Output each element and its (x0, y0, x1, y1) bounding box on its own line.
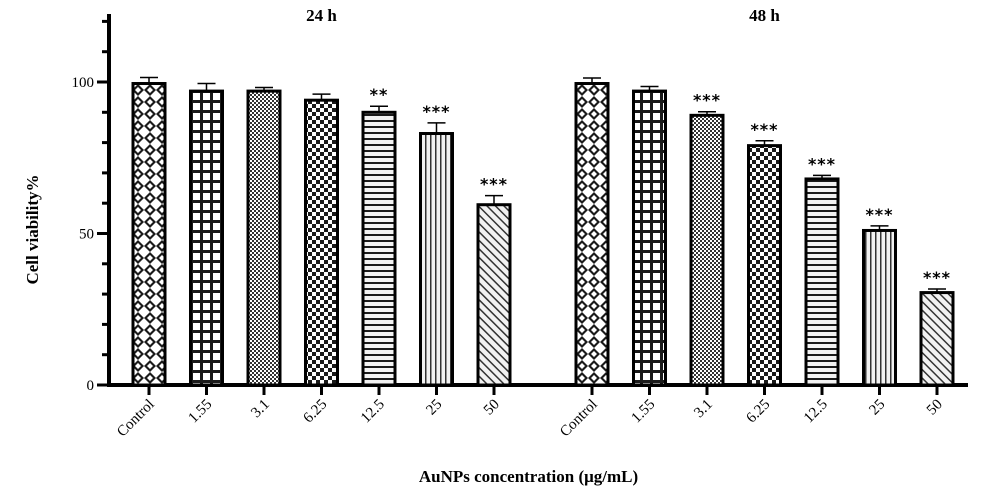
x-tick-label: 25 (423, 397, 445, 419)
bar (862, 228, 897, 387)
bar (419, 132, 454, 387)
x-tick-label: 25 (866, 397, 888, 419)
x-tick-label: Control (114, 397, 158, 441)
bar (804, 177, 840, 387)
y-axis-title: Cell viability% (23, 174, 42, 284)
x-tick-label: 3.1 (248, 397, 273, 422)
bar (689, 113, 725, 387)
bar (189, 89, 224, 387)
bar (747, 144, 782, 387)
y-tick-label: 100 (72, 75, 95, 91)
bar (919, 291, 955, 387)
significance-label: *** (422, 102, 450, 121)
bar (246, 89, 282, 387)
x-tick-label: 12.5 (358, 397, 388, 427)
group-title: 24 h (306, 6, 337, 25)
significance-label: *** (923, 268, 951, 287)
x-tick-label: 50 (481, 397, 503, 419)
y-tick-label: 50 (79, 227, 94, 243)
x-tick-label: 12.5 (801, 397, 831, 427)
bar (574, 82, 610, 387)
x-tick-label: Control (557, 397, 601, 441)
significance-label: ** (370, 85, 389, 104)
bar (304, 98, 339, 387)
significance-label: *** (693, 91, 721, 110)
y-tick-label: 0 (87, 378, 95, 394)
x-axis-title: AuNPs concentration (μg/mL) (419, 467, 638, 486)
x-tick-label: 50 (924, 397, 946, 419)
x-tick-label: 3.1 (691, 397, 716, 422)
significance-label: *** (480, 175, 508, 194)
x-tick-label: 1.55 (185, 397, 215, 427)
bar (476, 203, 512, 387)
bar (361, 110, 397, 387)
x-tick-label: 6.25 (300, 397, 330, 427)
x-tick-label: 6.25 (743, 397, 773, 427)
significance-label: *** (808, 154, 836, 173)
bars (131, 76, 955, 387)
significance-label: *** (865, 205, 893, 224)
x-tick-label: 1.55 (628, 397, 658, 427)
group-title: 48 h (749, 6, 780, 25)
bar (131, 82, 167, 387)
significance-label: *** (750, 120, 778, 139)
bar (632, 89, 667, 387)
